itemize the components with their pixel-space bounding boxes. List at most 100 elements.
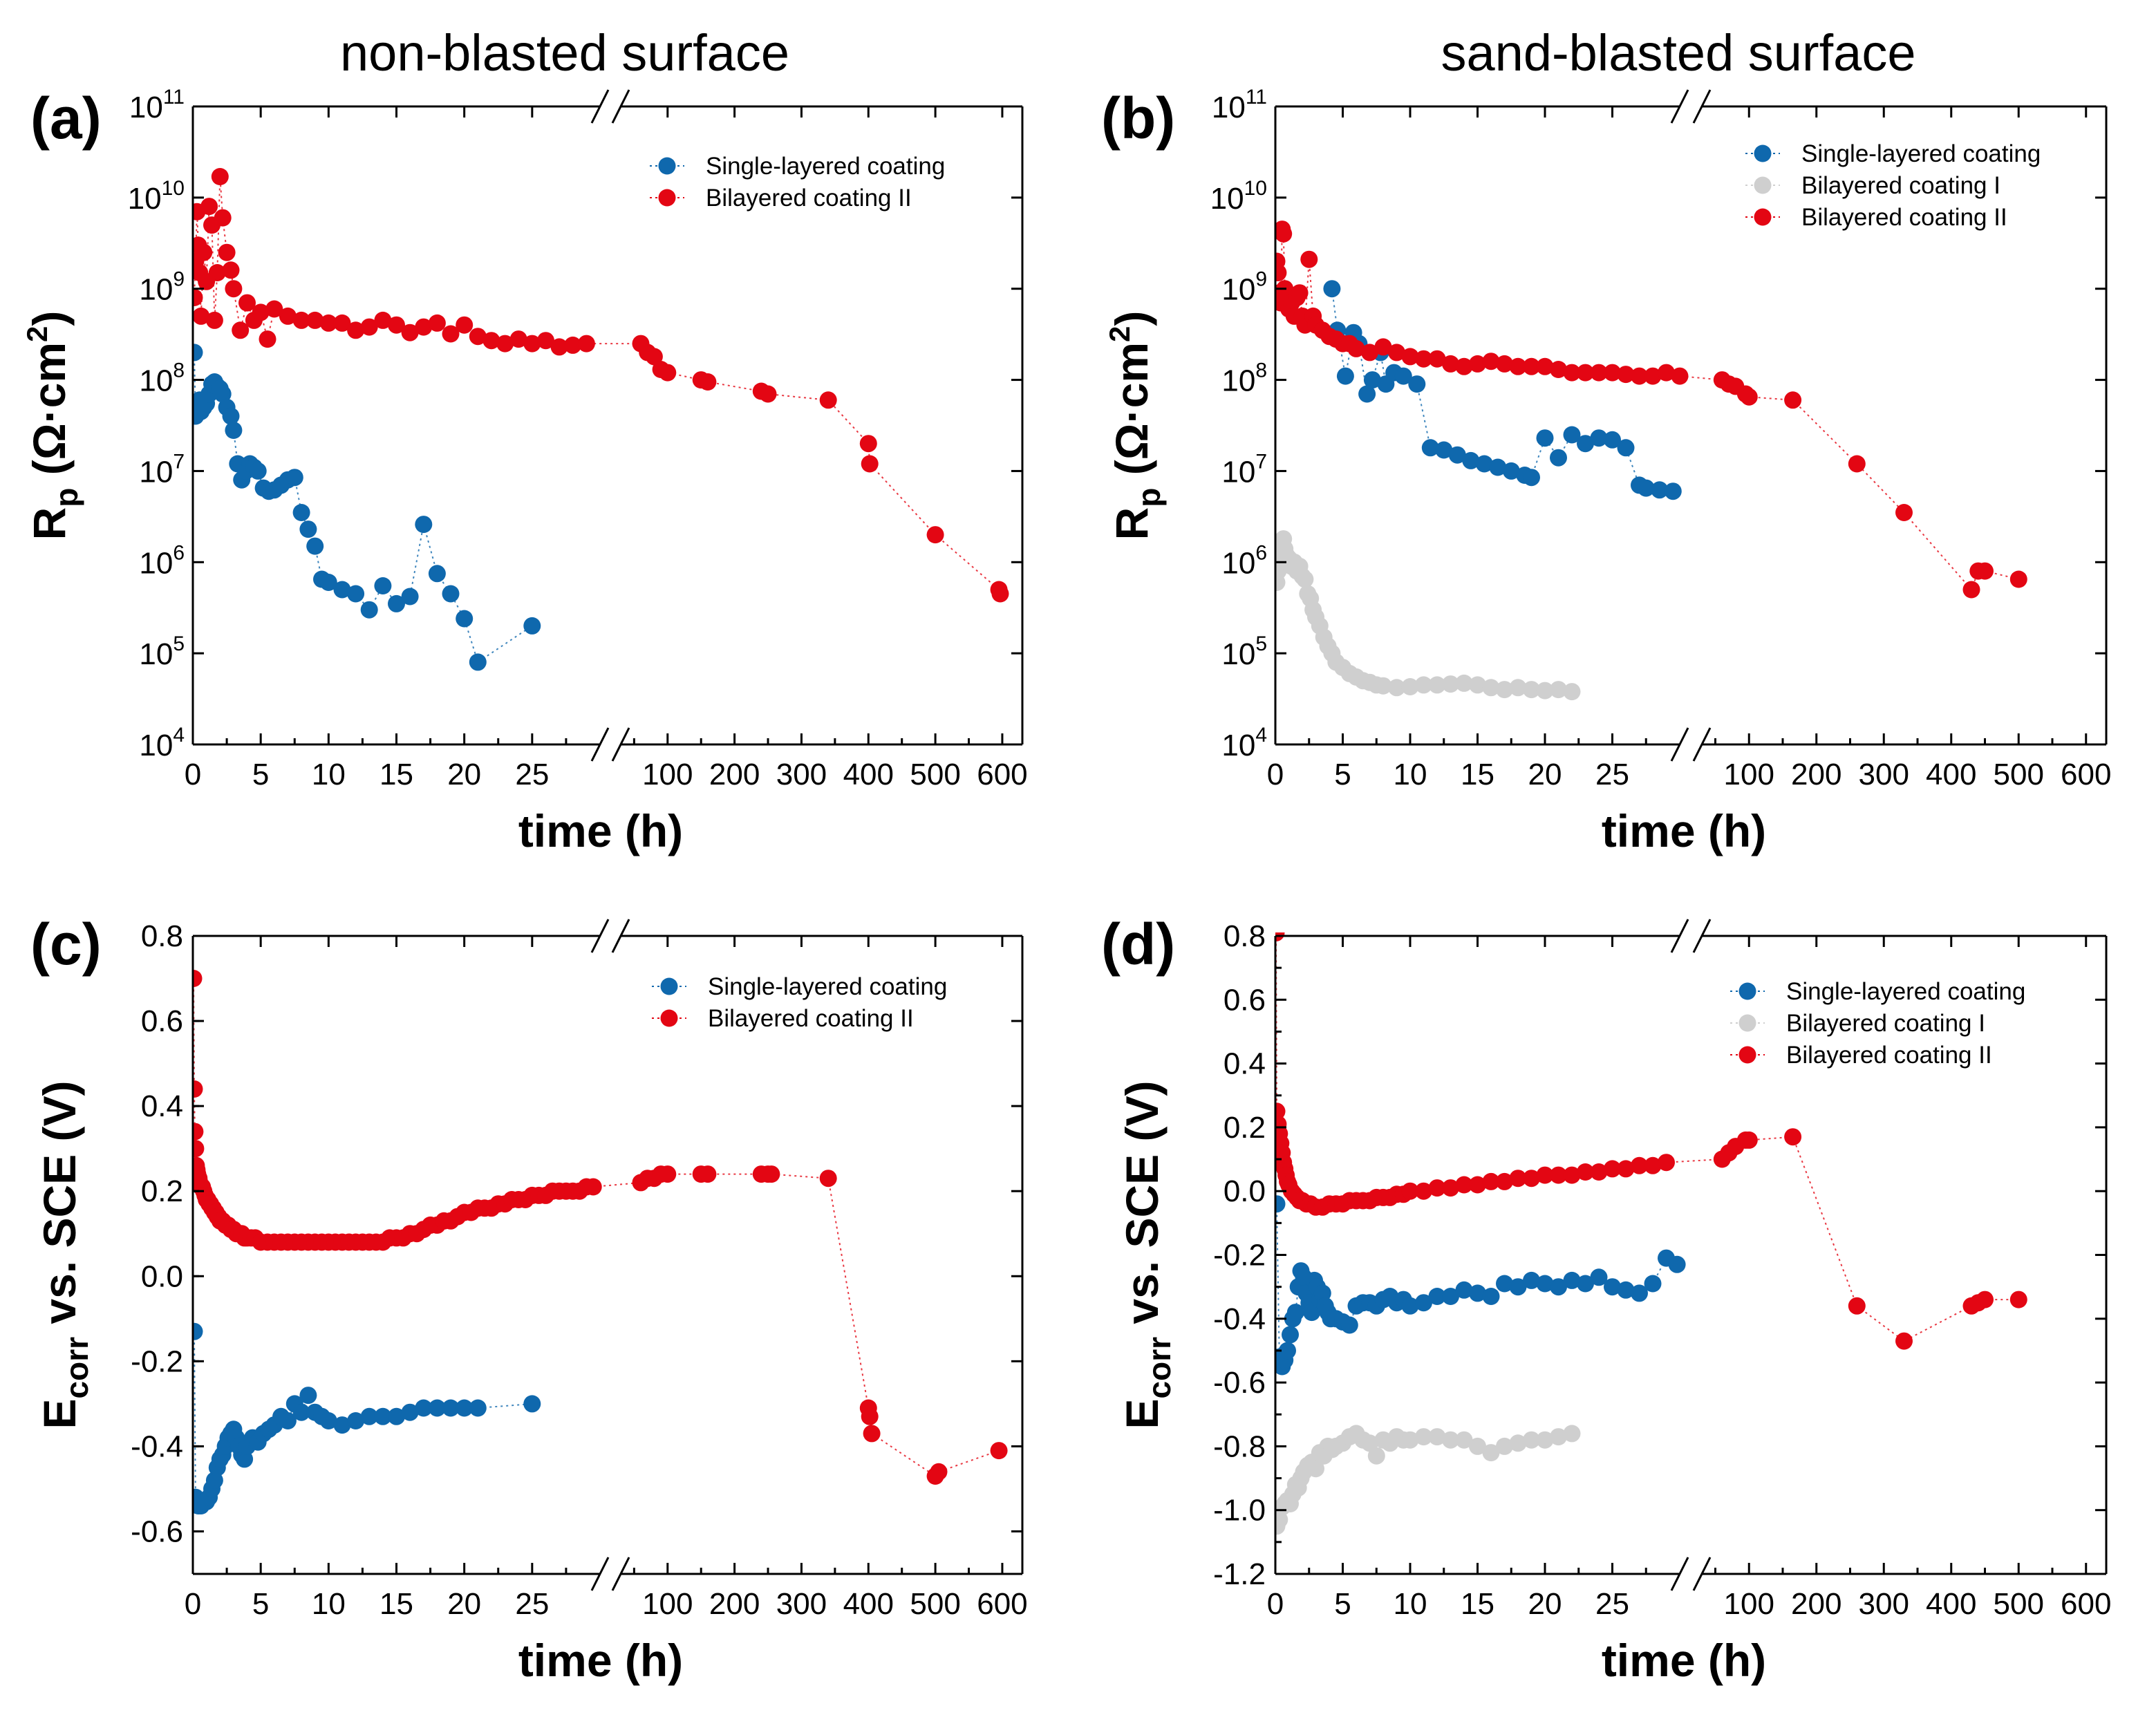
data-point-bi2	[1644, 1156, 1662, 1174]
x-tick-label: 10	[1394, 1587, 1427, 1621]
data-point-bi2	[1415, 350, 1432, 368]
data-point-bi2	[469, 328, 487, 346]
data-point-bi1	[1469, 1437, 1486, 1455]
data-point-bi2	[1496, 355, 1513, 373]
data-point-bi2	[1976, 562, 1994, 580]
column-title-right: sand-blasted surface	[1441, 24, 1916, 82]
data-point-bi2	[699, 373, 717, 391]
data-point-bi2	[225, 280, 243, 298]
data-point-single	[1590, 429, 1608, 447]
data-point-bi1	[1550, 1428, 1567, 1446]
data-point-single	[1502, 462, 1520, 480]
y-tick-exp: 4	[173, 724, 185, 747]
y-label-main: E	[1116, 1398, 1168, 1429]
data-point-single	[1363, 371, 1381, 389]
data-point-bi2	[401, 323, 419, 341]
data-point-single	[1604, 431, 1621, 449]
data-point-bi2	[523, 335, 541, 353]
data-point-single	[1475, 455, 1493, 473]
panel-letter: (c)	[30, 912, 102, 977]
data-point-single	[1336, 367, 1354, 385]
data-point-bi2	[1590, 1163, 1608, 1181]
x-tick-label: 20	[447, 758, 481, 791]
data-point-bi1	[1361, 1434, 1378, 1452]
legend-label: Bilayered coating I	[1786, 1010, 1985, 1037]
y-label-main: R	[1106, 507, 1157, 541]
data-point-bi1	[1523, 1431, 1540, 1449]
legend-marker-single	[658, 157, 676, 175]
axis-break-bottom	[1692, 1557, 1712, 1591]
data-point-single	[299, 520, 317, 538]
data-point-bi2	[930, 1463, 948, 1481]
data-point-bi2	[1604, 1160, 1621, 1178]
y-axis-label: Rp (Ω·cm2)	[21, 311, 84, 541]
y-tick-label: 0.6	[141, 1004, 183, 1038]
data-point-bi1	[1536, 1431, 1554, 1449]
data-point-bi2	[347, 321, 365, 339]
y-tick-exp: 8	[1255, 359, 1267, 382]
data-point-single	[1577, 435, 1594, 453]
data-point-bi2	[1617, 366, 1635, 384]
x-tick-label: 100	[642, 1587, 693, 1621]
data-point-bi2	[1275, 264, 1287, 281]
y-label-sub: corr	[59, 1337, 95, 1399]
data-point-bi1	[1496, 681, 1513, 699]
data-point-bi2	[1275, 225, 1293, 243]
axis-break-bottom	[611, 727, 630, 762]
data-point-bi2	[550, 338, 568, 356]
data-point-single	[306, 537, 324, 555]
data-point-bi2	[991, 585, 1009, 603]
y-tick-label: -0.4	[131, 1429, 183, 1463]
data-point-single	[1401, 1297, 1419, 1315]
data-point-bi2	[1415, 1182, 1432, 1200]
data-point-bi2	[232, 321, 250, 339]
data-point-bi2	[1291, 284, 1309, 302]
data-point-single	[1617, 439, 1635, 457]
data-point-bi2	[214, 209, 232, 227]
data-point-bi2	[252, 303, 270, 321]
axis-break-bottom	[611, 1557, 630, 1591]
data-point-bi2	[1550, 1166, 1567, 1184]
data-point-bi2	[1428, 350, 1446, 368]
y-tick-base: 10	[1221, 273, 1255, 307]
panel-letter: (d)	[1101, 912, 1175, 977]
data-point-single	[523, 617, 541, 635]
x-tick-label: 200	[1791, 758, 1841, 791]
x-tick-label: 5	[252, 1587, 269, 1621]
y-tick-label: -0.8	[1213, 1429, 1266, 1463]
data-point-single	[193, 1322, 203, 1340]
data-point-bi2	[1401, 1182, 1419, 1200]
x-tick-label: 10	[1394, 758, 1427, 791]
data-point-bi2	[1895, 1332, 1913, 1350]
y-tick-label: 0.8	[1224, 919, 1266, 953]
data-point-bi2	[1577, 1163, 1594, 1181]
data-layer	[1275, 932, 2027, 1535]
data-point-bi2	[1523, 1170, 1540, 1188]
data-point-bi2	[279, 307, 297, 325]
data-point-single	[1563, 1271, 1581, 1289]
axis-break-top	[611, 89, 630, 124]
data-point-bi2	[1482, 1172, 1500, 1190]
data-layer	[193, 970, 1008, 1514]
data-point-bi1	[1296, 570, 1314, 588]
y-tick-label: 0.0	[141, 1259, 183, 1293]
data-point-bi2	[1469, 355, 1486, 373]
y-tick-label: -0.2	[131, 1344, 183, 1378]
legend: Single-layered coating Bilayered coating …	[652, 973, 947, 1032]
data-point-single	[1577, 1275, 1594, 1293]
data-point-single	[1617, 1281, 1635, 1299]
data-point-bi2	[200, 198, 218, 216]
data-point-bi2	[537, 332, 554, 350]
data-point-bi2	[819, 391, 837, 409]
data-point-bi2	[1536, 1166, 1554, 1184]
data-point-single	[1286, 1304, 1304, 1322]
x-tick-label: 10	[312, 758, 346, 791]
data-point-single	[1644, 1275, 1662, 1293]
data-point-bi1	[1563, 683, 1581, 701]
y-tick-label: 0.6	[1224, 983, 1266, 1017]
panel-letter: (b)	[1101, 86, 1175, 151]
data-point-bi2	[319, 314, 337, 332]
y-tick-exp: 4	[1255, 724, 1267, 747]
data-point-single	[1496, 1275, 1513, 1293]
y-tick-label: 1010	[1210, 177, 1267, 216]
